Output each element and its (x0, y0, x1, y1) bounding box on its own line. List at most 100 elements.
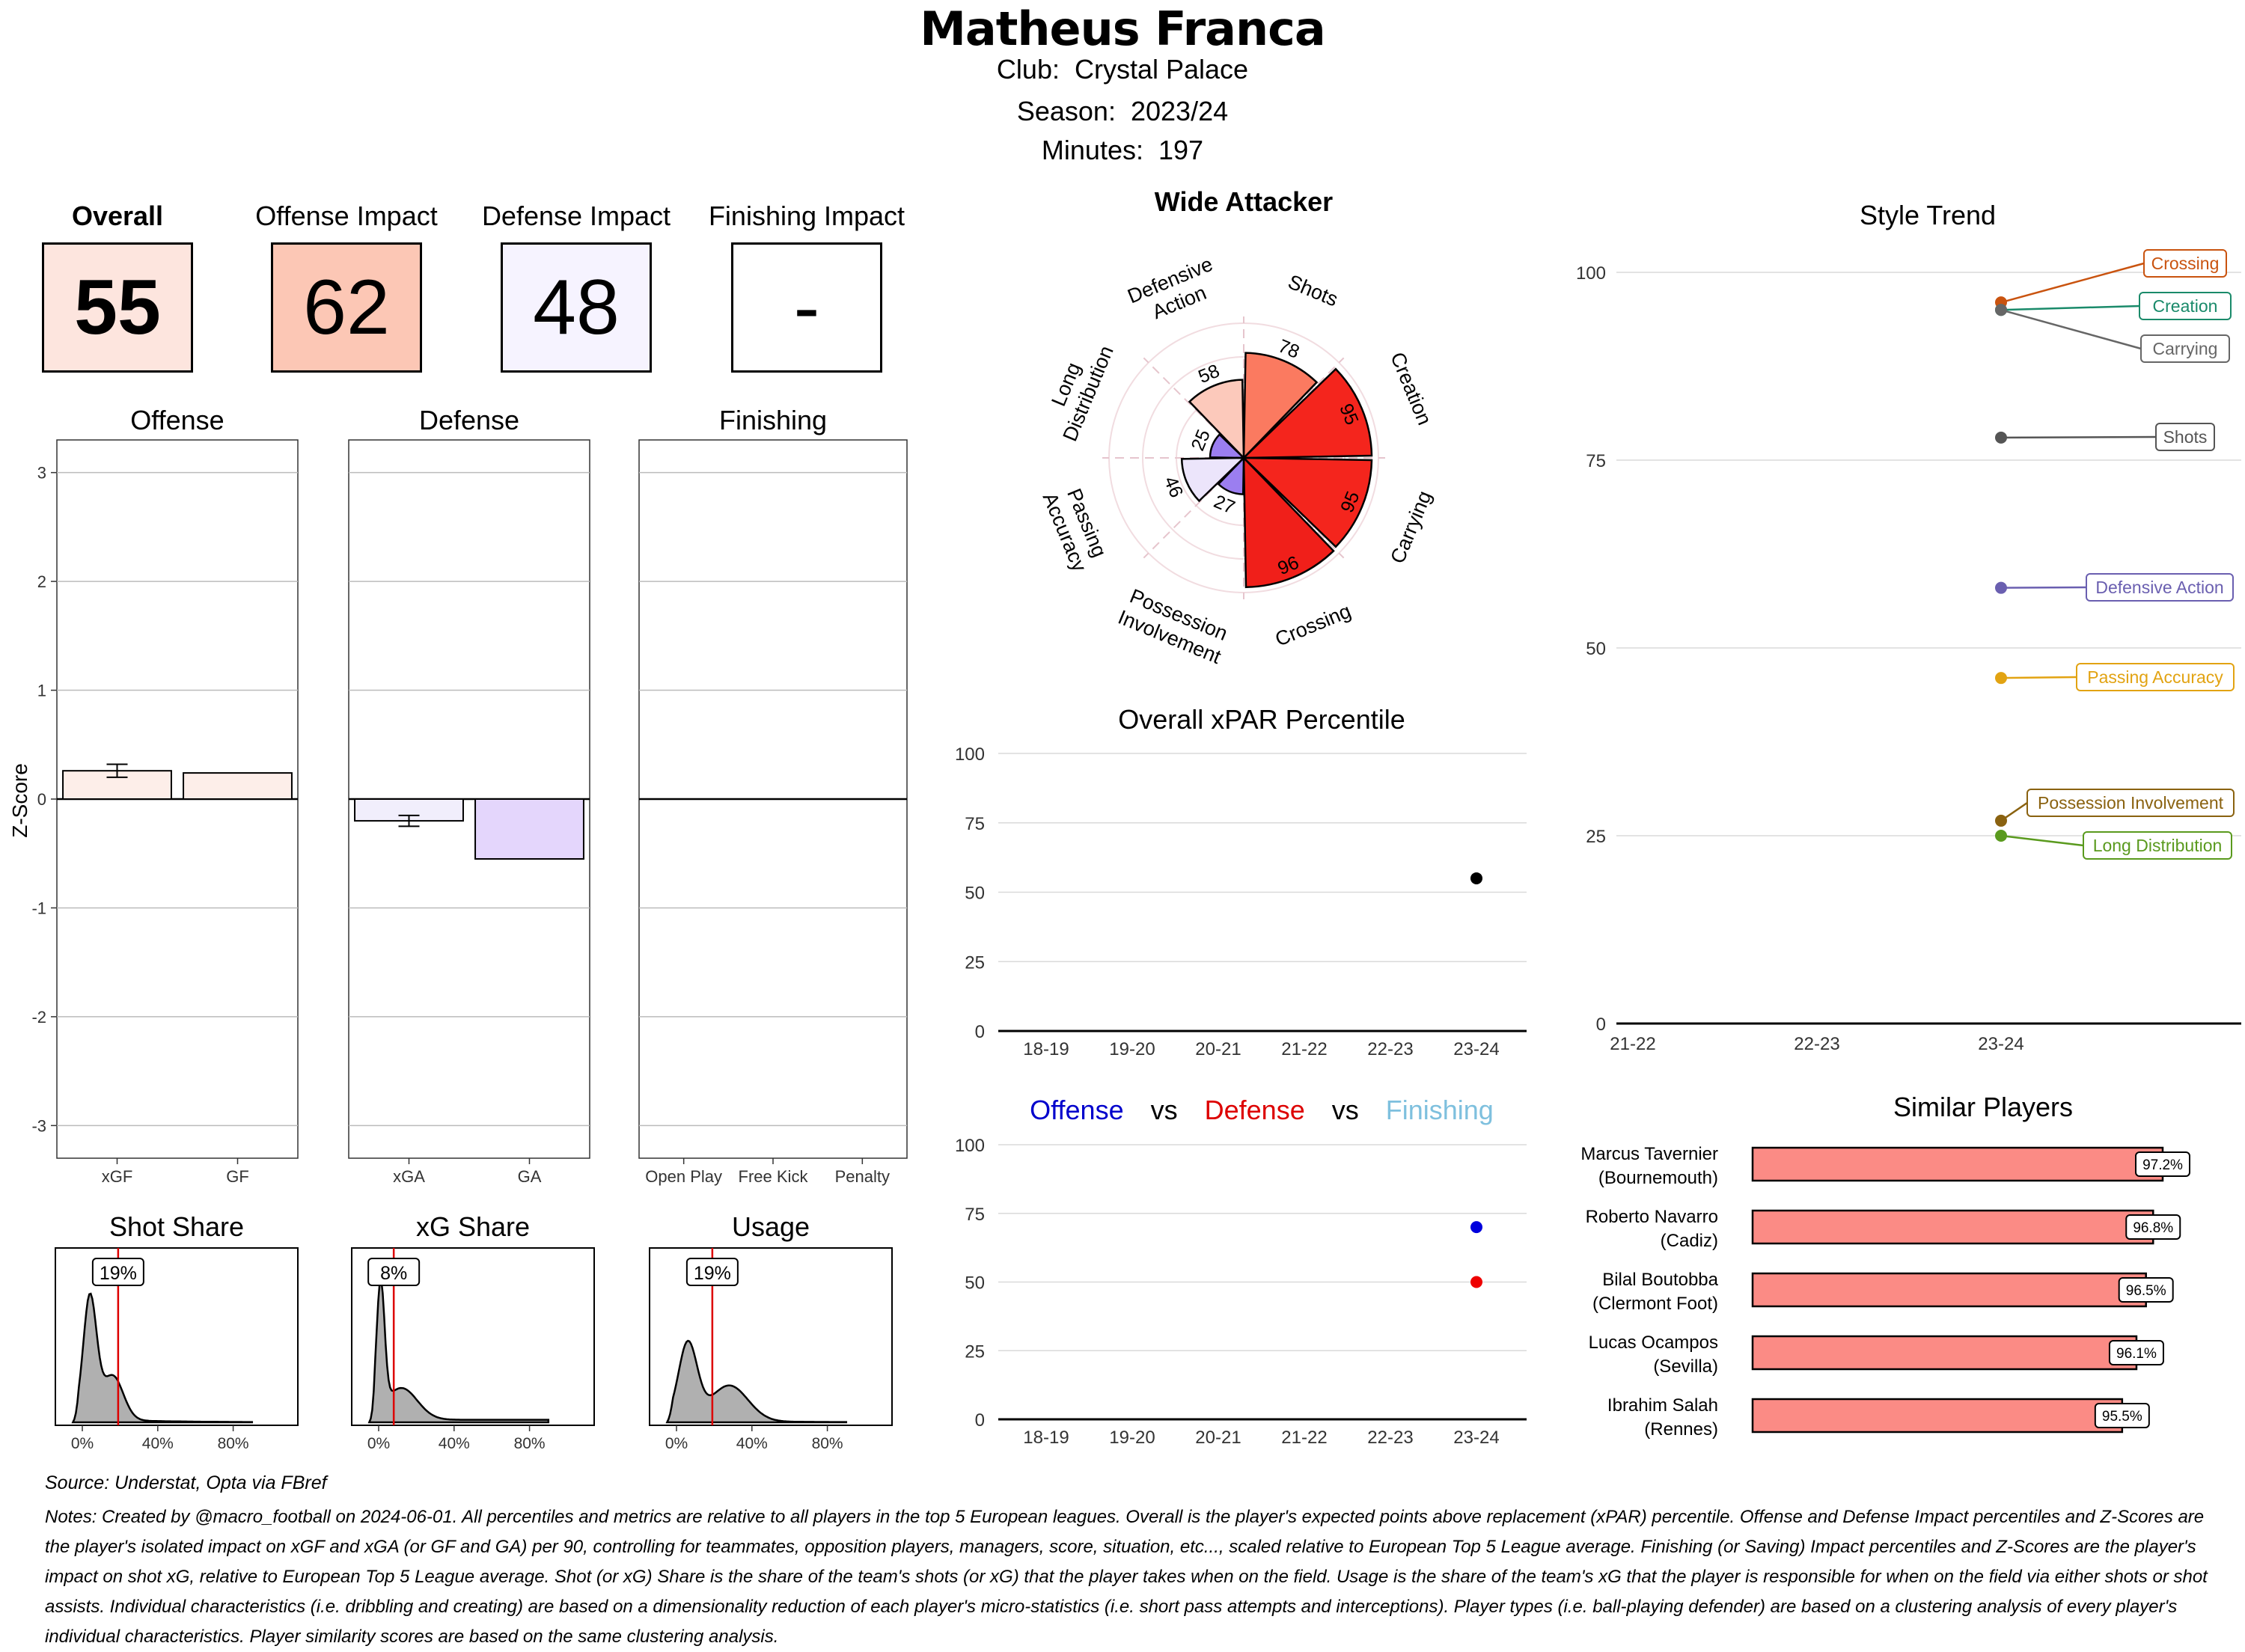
zscore-tick-label: -1 (31, 899, 46, 917)
density-x-tick-label: 80% (812, 1435, 843, 1452)
y-tick-label: 75 (965, 1205, 985, 1225)
y-tick-label: 0 (975, 1022, 985, 1042)
similar-player-score: 96.8% (2133, 1220, 2173, 1236)
density-marker-label-box (685, 1258, 739, 1286)
radar-category-label-line: Carrying (1386, 488, 1436, 567)
density-marker-label: 8% (380, 1263, 407, 1284)
density-title: xG Share (416, 1211, 530, 1242)
style-series-label: Passing Accuracy (2087, 667, 2223, 687)
style-leader-line (2000, 586, 2087, 589)
similar-player-club: (Sevilla) (1653, 1356, 1718, 1377)
zscore-facet-title: Offense (130, 405, 224, 435)
x-tick-label: 19-20 (1109, 1428, 1155, 1448)
similar-player-label-box (2125, 1214, 2181, 1240)
zscore-tick-label: 2 (37, 572, 46, 591)
similar-player-club: (Bournemouth) (1598, 1168, 1718, 1188)
similar-player-club: (Rennes) (1644, 1419, 1718, 1440)
zscore-category-label: Open Play (645, 1167, 722, 1186)
similar-players-chart: Similar Players Marcus Tavernier (Bournem… (1580, 1092, 2190, 1440)
style-series-label: Possession Involvement (2038, 793, 2224, 813)
radar-ring (1142, 356, 1346, 560)
style-label-box (2076, 663, 2235, 691)
zscore-y-label: Z-Score (8, 763, 31, 838)
similar-player-club: (Cadiz) (1661, 1231, 1718, 1251)
style-y-tick-label: 0 (1596, 1015, 1606, 1035)
density-x-tick-label: 0% (367, 1435, 390, 1452)
style-x-tick-label: 22-23 (1794, 1034, 1839, 1054)
season-value: 2023/24 (1130, 96, 1229, 126)
finishing-impact-title: Finishing Impact (708, 201, 905, 231)
density-curve (367, 1276, 550, 1424)
density-title: Shot Share (109, 1211, 244, 1242)
x-tick-label: 20-21 (1195, 1039, 1241, 1059)
x-tick-label: 18-19 (1023, 1039, 1069, 1059)
y-tick-label: 100 (955, 1136, 985, 1156)
style-series-label: Long Distribution (2093, 836, 2223, 855)
radar-category-label-line: Crossing (1272, 599, 1354, 650)
y-tick-label: 50 (965, 1273, 985, 1294)
zscore-category-label: xGF (102, 1167, 133, 1186)
similar-player-name: Marcus Tavernier (1580, 1144, 1718, 1164)
odf-title-defense: Defense (1205, 1095, 1305, 1125)
density-x-tick-label: 80% (218, 1435, 249, 1452)
zscore-category-label: Free Kick (739, 1167, 809, 1186)
radar-category-label: PassingAccuracy (1039, 480, 1114, 575)
notes-text: Notes: Created by @macro_football on 202… (45, 1507, 2208, 1647)
density-title: Usage (732, 1211, 810, 1242)
style-y-tick-label: 25 (1586, 827, 1606, 847)
style-series-label: Defensive Action (2095, 578, 2223, 597)
radar-category-label-line: Shots (1285, 270, 1341, 310)
radar-category-label: Creation (1386, 349, 1436, 429)
similar-player-label-box (2135, 1151, 2190, 1177)
zscore-category-label: xGA (393, 1167, 425, 1186)
similar-player-score: 95.5% (2102, 1409, 2142, 1425)
similar-player-score: 96.5% (2126, 1283, 2166, 1299)
source-note: Source: Understat, Opta via FBref (45, 1472, 327, 1493)
density-marker-label-box (367, 1258, 421, 1286)
style-x-tick-label: 23-24 (1978, 1034, 2023, 1054)
zscore-category-label: GA (518, 1167, 542, 1186)
radar-value-label: 46 (1160, 474, 1188, 501)
y-tick-label: 100 (955, 744, 985, 765)
similar-player-score: 96.1% (2116, 1346, 2157, 1362)
density-marker-label: 19% (100, 1263, 137, 1284)
zscore-chart: Z-Score Offense 3 2 1 0 -1 -2 -3 xGF GF Defense xGA… (8, 405, 908, 1186)
style-label-box (2155, 423, 2215, 451)
similar-player-label-box (2094, 1403, 2150, 1428)
zscore-tick-label: -3 (31, 1116, 46, 1135)
data-point (1470, 1221, 1482, 1234)
similar-player-bar (1751, 1272, 2147, 1308)
similar-player-name: Bilal Boutobba (1602, 1270, 1718, 1290)
style-leader-line (2000, 834, 2084, 847)
style-leader-line (2000, 308, 2142, 350)
x-tick-label: 23-24 (1453, 1428, 1499, 1448)
club-value: Crystal Palace (1074, 54, 1249, 85)
radar-wedge (1217, 455, 1245, 495)
similar-player-bar (1751, 1335, 2138, 1371)
odf-title-finishing: Finishing (1386, 1095, 1494, 1125)
similar-players-title: Similar Players (1893, 1092, 2073, 1122)
style-y-tick-label: 100 (1576, 263, 1606, 284)
odf-title: Offense vs Defense vs Finishing (1030, 1095, 1494, 1125)
zscore-tick-label: 3 (37, 464, 46, 483)
radar-wedge (1241, 456, 1373, 548)
style-leader-line (2000, 435, 2157, 439)
similar-player-label-box (2118, 1277, 2174, 1303)
style-trend-chart: Style Trend 100 75 50 25 021-22 22-23 23-24 Cro… (1576, 200, 2241, 1054)
y-tick-label: 25 (965, 952, 985, 973)
x-tick-label: 21-22 (1281, 1039, 1327, 1059)
zscore-tick-label: -2 (31, 1008, 46, 1027)
minutes-value: 197 (1158, 135, 1204, 165)
minutes-line: Minutes: 197 (0, 135, 2245, 166)
similar-player-name: Lucas Ocampos (1589, 1333, 1718, 1353)
season-label: Season: (1016, 96, 1116, 126)
xpar-chart: Overall xPAR Percentile 100 75 50 25 0 18-19 1… (955, 704, 1527, 1059)
radar-wedge (1242, 352, 1319, 461)
density-x-tick-label: 40% (142, 1435, 174, 1452)
y-tick-label: 25 (965, 1342, 985, 1362)
finishing-impact-score-box: - (731, 242, 882, 373)
radar-wedge (1241, 367, 1373, 459)
zscore-category-label: GF (226, 1167, 249, 1186)
